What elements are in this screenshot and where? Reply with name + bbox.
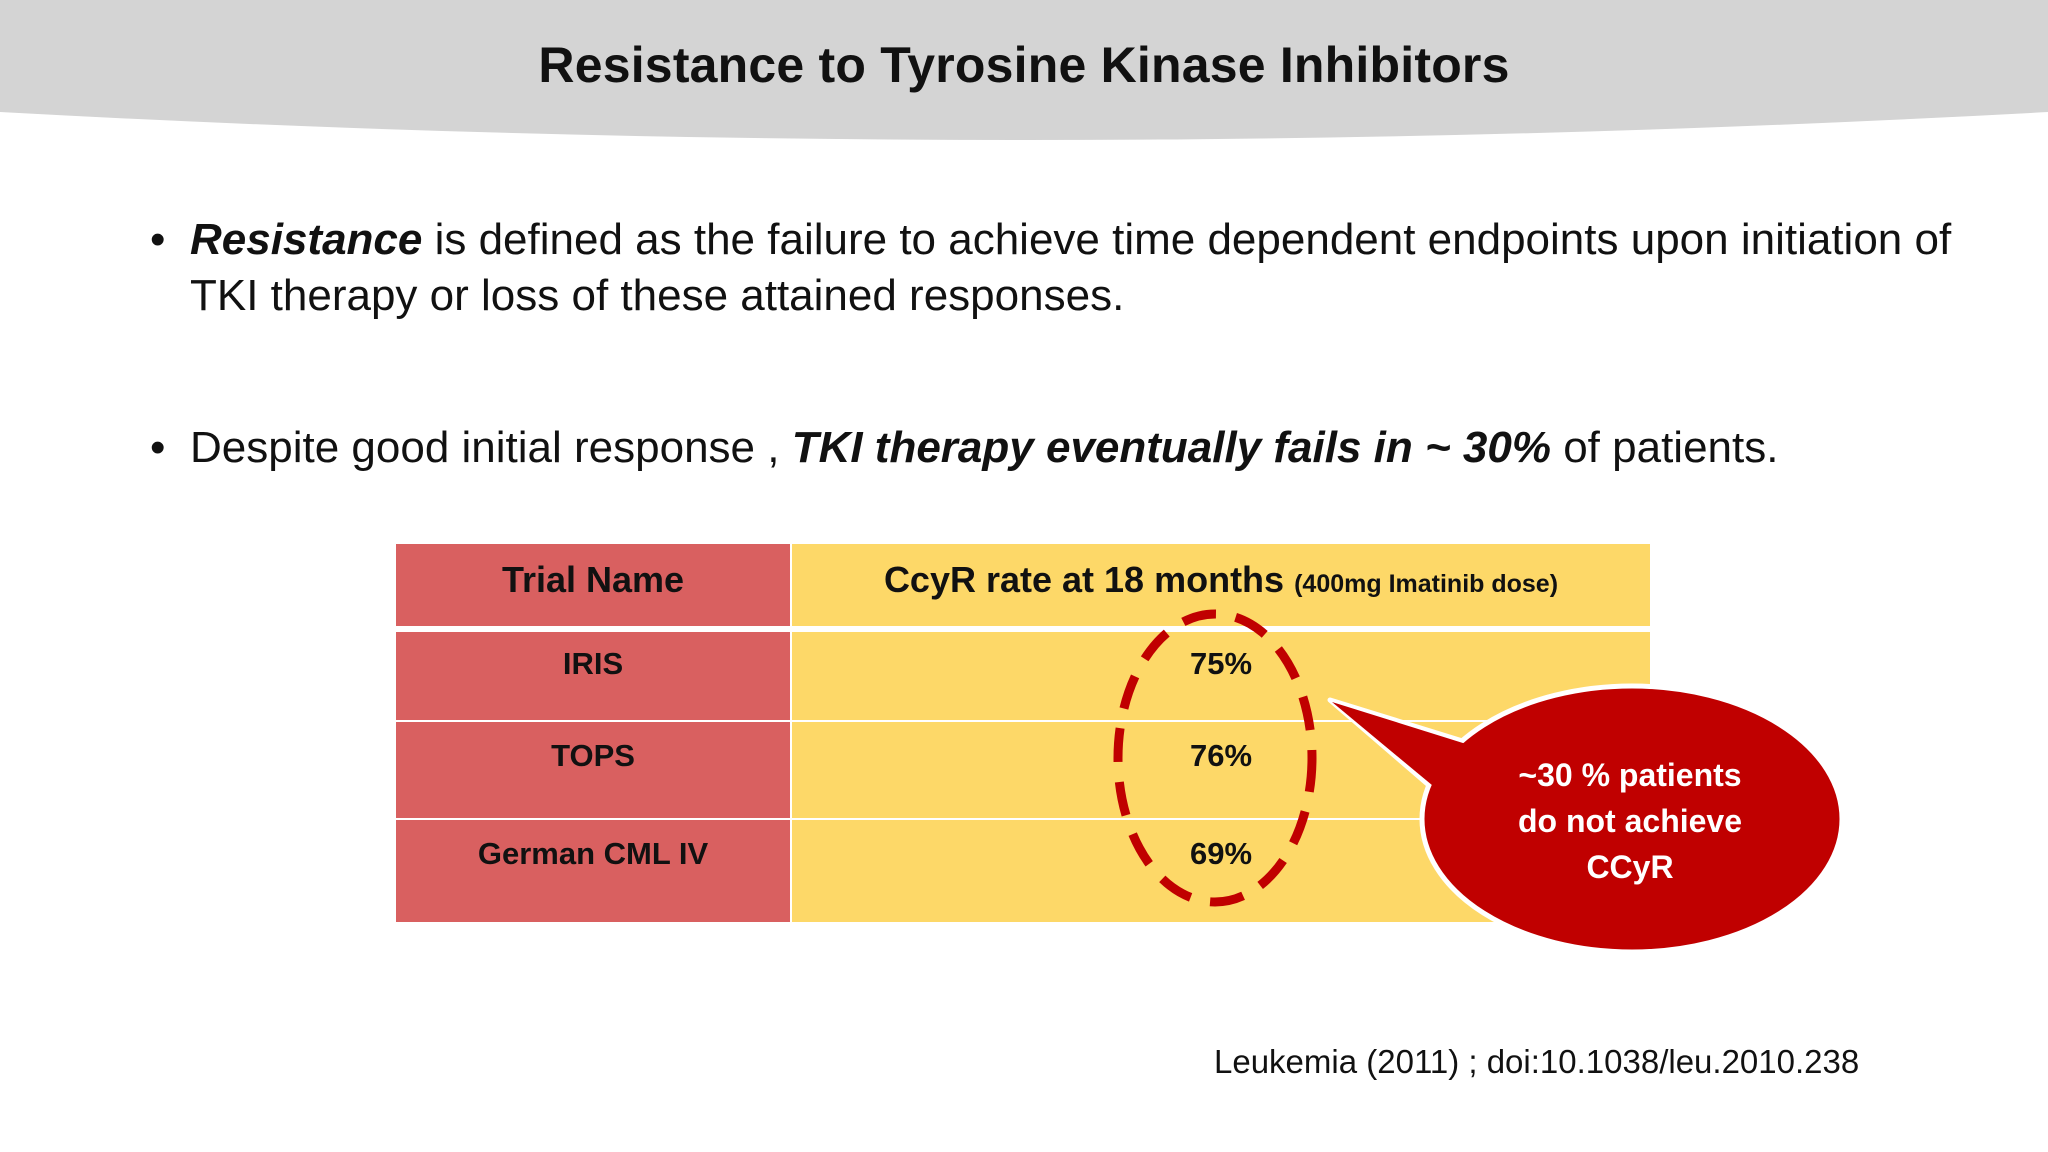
callout-text: ~30 % patients do not achieve CCyR (1420, 752, 1840, 890)
callout-pointer-fill (1332, 702, 1498, 810)
header-trial-name: Trial Name (396, 544, 790, 626)
citation: Leukemia (2011) ; doi:10.1038/leu.2010.2… (1214, 1043, 1860, 1080)
callout-line: CCyR (1586, 849, 1674, 885)
callout-line: ~30 % patients (1518, 757, 1742, 793)
slide-title: Resistance to Tyrosine Kinase Inhibitors (538, 37, 1510, 93)
highlight-dashed-ellipse (1113, 609, 1317, 907)
bullet-text-after: of patients. (1550, 423, 1779, 472)
bullet-text-before: Despite good initial response , (190, 423, 792, 472)
table-row-trial: TOPS (396, 722, 790, 818)
bullet-item: • Resistance is defined as the failure t… (150, 212, 1990, 324)
callout-bubble (1419, 683, 1845, 955)
bullet-dot-icon: • (150, 423, 166, 472)
header-dose-note: (400mg Imatinib dose) (1294, 570, 1559, 598)
bullet-emphasis: TKI therapy eventually fails in ~ 30% (791, 423, 1551, 472)
header-band-shape (0, 0, 2048, 140)
bullet-text: is defined as the failure to achieve tim… (190, 215, 1952, 320)
header-ccyr-rate-label: CcyR rate at 18 months (883, 559, 1285, 600)
table-row-trial: IRIS (396, 632, 790, 720)
bullet-emphasis: Resistance (190, 215, 423, 264)
table-row-rate: 75% (792, 632, 1650, 720)
header-band (0, 0, 2048, 142)
callout-line: do not achieve (1517, 803, 1743, 839)
bullet-dot-icon: • (150, 215, 166, 264)
bullet-item: • Despite good initial response , TKI th… (150, 420, 1990, 476)
header-ccyr-rate: CcyR rate at 18 months (400mg Imatinib d… (792, 544, 1650, 626)
table-row-trial: German CML IV (396, 820, 790, 922)
